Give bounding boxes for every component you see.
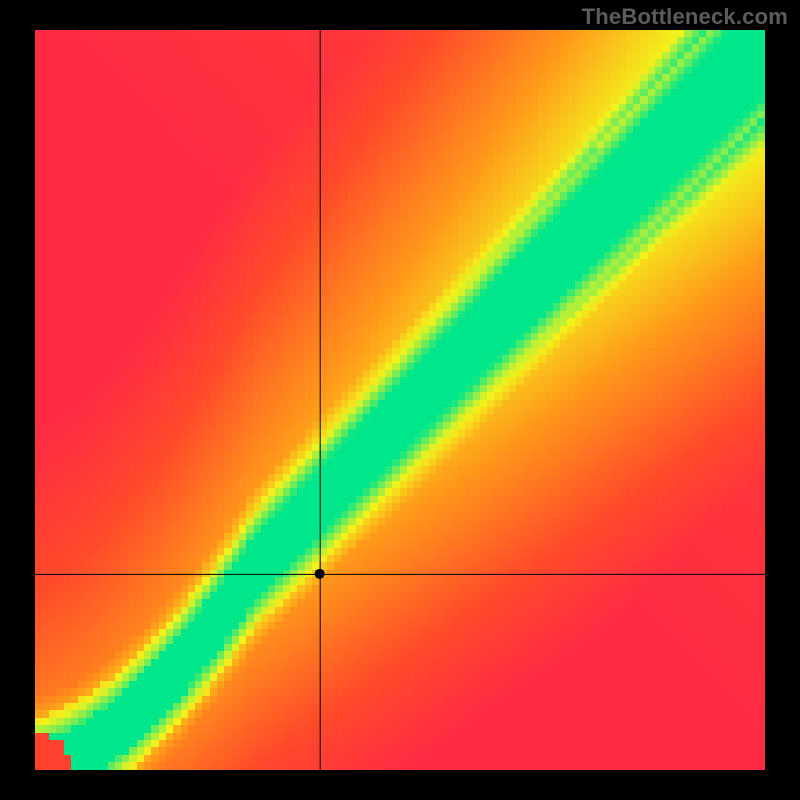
bottleneck-heatmap [35, 30, 765, 770]
watermark-text: TheBottleneck.com [582, 4, 788, 30]
chart-container: TheBottleneck.com [0, 0, 800, 800]
